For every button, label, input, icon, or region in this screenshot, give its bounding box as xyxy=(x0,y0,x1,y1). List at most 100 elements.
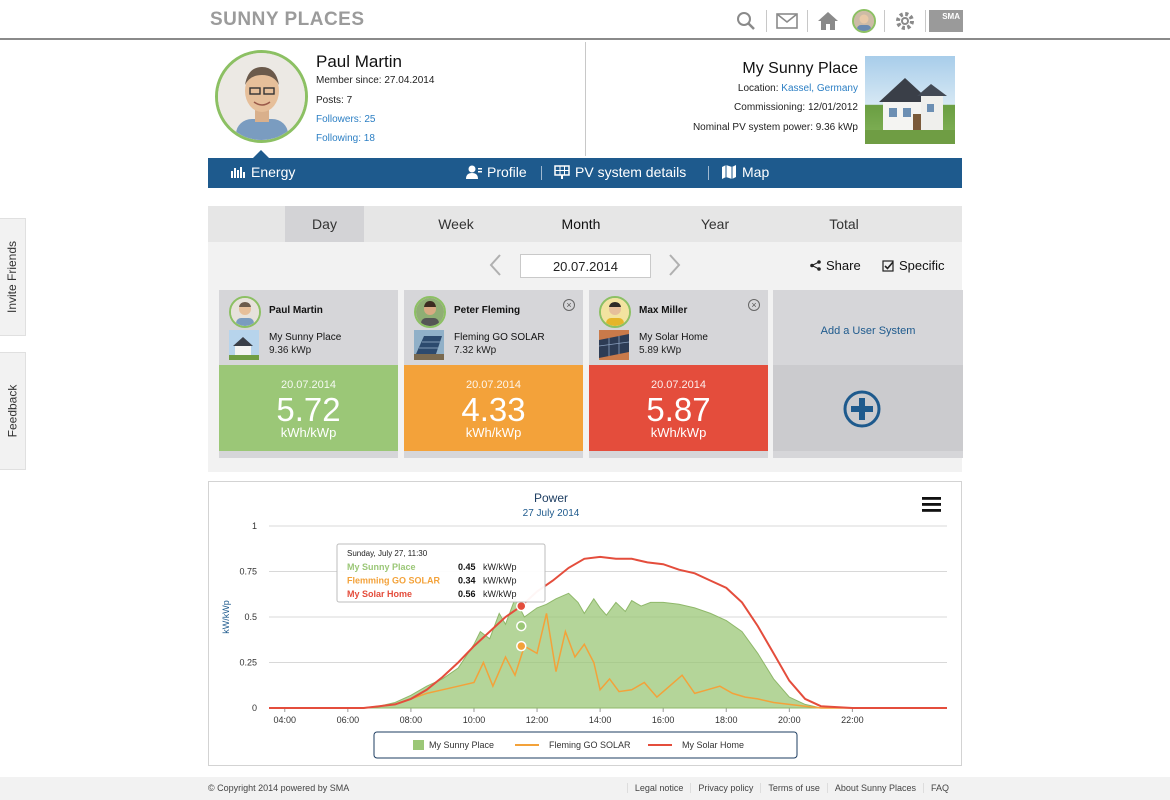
system-thumbnail xyxy=(229,330,259,360)
chevron-left-icon[interactable] xyxy=(488,253,502,283)
system-card[interactable]: Paul Martin My Sunny Place 9.36 kWp 20.0… xyxy=(219,290,398,458)
specific-button[interactable]: Specific xyxy=(882,258,945,273)
tab-total[interactable]: Total xyxy=(829,216,859,232)
app-logo[interactable]: SUNNY PLACES xyxy=(210,9,365,30)
card-unit: kWh/kWp xyxy=(650,425,707,440)
profile-nav-bar: Energy Profile PV system details Map xyxy=(208,158,962,188)
tooltip-unit: kW/kWp xyxy=(483,562,517,572)
y-axis-label: kW/kWp xyxy=(221,600,231,634)
card-value-panel: 20.07.2014 5.72 kWh/kWp xyxy=(219,365,398,451)
card-unit: kWh/kWp xyxy=(280,425,337,440)
tab-month[interactable]: Month xyxy=(561,216,601,232)
avatar xyxy=(852,9,876,33)
tooltip-series-name: Flemming GO SOLAR xyxy=(347,576,441,586)
card-date: 20.07.2014 xyxy=(280,379,337,391)
member-since: Member since: 27.04.2014 xyxy=(316,75,435,86)
card-value-panel: 20.07.2014 4.33 kWh/kWp xyxy=(404,365,583,451)
y-tick-label: 0.5 xyxy=(244,612,257,622)
avatar xyxy=(414,296,446,328)
footer-link-legal[interactable]: Legal notice xyxy=(626,783,691,793)
remove-card-button[interactable]: × xyxy=(748,299,760,311)
tab-profile[interactable]: Profile xyxy=(466,164,527,180)
series-line-my-solar-home xyxy=(269,555,947,709)
profile-divider xyxy=(585,42,586,156)
x-tick-label: 12:00 xyxy=(526,715,549,725)
tab-map-label: Map xyxy=(742,164,770,180)
chevron-right-icon[interactable] xyxy=(668,253,682,283)
card-value-panel: 20.07.2014 5.87 kWh/kWp xyxy=(589,365,768,451)
location-link[interactable]: Kassel, Germany xyxy=(781,83,858,94)
search-icon[interactable] xyxy=(728,8,764,34)
house-photo xyxy=(865,56,955,144)
chart-title: Power xyxy=(534,491,568,505)
avatar xyxy=(599,296,631,328)
location-label: Location: xyxy=(737,83,782,94)
tab-pv-system-details-label: PV system details xyxy=(575,164,687,180)
tab-day[interactable]: Day xyxy=(285,206,364,242)
footer-link-privacy[interactable]: Privacy policy xyxy=(690,783,760,793)
mail-icon[interactable] xyxy=(769,8,805,34)
home-icon[interactable] xyxy=(810,8,846,34)
card-system-power: 7.32 kWp xyxy=(454,345,497,356)
profile-avatar[interactable] xyxy=(215,50,308,143)
footer-copyright: © Copyright 2014 powered by SMA xyxy=(208,783,350,793)
following-link[interactable]: Following: 18 xyxy=(316,133,375,144)
legend-label[interactable]: Fleming GO SOLAR xyxy=(549,740,631,750)
place-nominal-power: Nominal PV system power: 9.36 kWp xyxy=(692,122,858,133)
remove-card-button[interactable]: × xyxy=(563,299,575,311)
power-chart-svg: Power 27 July 2014 0 0.25 0.5 0.75 1 04:00 06:… xyxy=(221,491,947,759)
gear-icon[interactable] xyxy=(887,8,923,34)
feedback-tab[interactable]: Feedback xyxy=(0,352,26,470)
card-system-power: 5.89 kWp xyxy=(639,345,682,356)
user-avatar-button[interactable] xyxy=(846,8,882,34)
followers-link[interactable]: Followers: 25 xyxy=(316,114,376,125)
nav-pointer xyxy=(253,150,269,158)
legend-label[interactable]: My Sunny Place xyxy=(429,740,494,750)
sma-logo[interactable]: SMA xyxy=(928,8,964,34)
y-tick-label: 0.75 xyxy=(239,567,257,577)
tooltip-series-name: My Solar Home xyxy=(347,589,412,599)
tooltip-header: Sunday, July 27, 11:30 xyxy=(347,549,428,558)
tab-year[interactable]: Year xyxy=(700,216,730,232)
system-card[interactable]: Max Miller × My Solar Home 5.89 kWp 20.0… xyxy=(589,290,768,458)
card-user-name: Max Miller xyxy=(639,305,688,316)
x-tick-label: 20:00 xyxy=(778,715,801,725)
x-tick-label: 14:00 xyxy=(589,715,612,725)
y-tick-label: 0.25 xyxy=(239,658,257,668)
tooltip-value: 0.45 xyxy=(458,562,476,572)
x-tick-label: 10:00 xyxy=(463,715,486,725)
add-user-system-card[interactable]: Add a User System xyxy=(773,290,963,458)
invite-friends-tab[interactable]: Invite Friends xyxy=(0,218,26,336)
tab-energy[interactable]: Energy xyxy=(230,164,295,180)
y-tick-label: 1 xyxy=(252,521,257,531)
tab-week[interactable]: Week xyxy=(438,216,474,232)
footer-link-about[interactable]: About Sunny Places xyxy=(826,783,923,793)
share-label: Share xyxy=(826,258,861,273)
series-area-my-sunny-place xyxy=(269,592,947,709)
footer-link-faq[interactable]: FAQ xyxy=(922,783,956,793)
system-thumbnail xyxy=(599,330,629,360)
hover-point xyxy=(516,640,527,652)
legend-label[interactable]: My Solar Home xyxy=(682,740,744,750)
date-picker[interactable]: 20.07.2014 xyxy=(520,254,651,278)
solar-panel-icon xyxy=(554,165,570,179)
share-button[interactable]: Share xyxy=(810,258,861,273)
period-tabs: Day Week Month Year Total xyxy=(208,206,962,242)
hover-point xyxy=(516,620,527,632)
place-commissioning: Commissioning: 12/01/2012 xyxy=(734,102,858,113)
tooltip-unit: kW/kWp xyxy=(483,576,517,586)
chart-menu-icon[interactable] xyxy=(922,497,941,512)
tab-pv-system-details[interactable]: PV system details xyxy=(554,164,686,180)
footer-link-terms[interactable]: Terms of use xyxy=(760,783,827,793)
add-circle-icon[interactable] xyxy=(842,389,882,429)
tab-map[interactable]: Map xyxy=(721,164,769,180)
x-tick-label: 18:00 xyxy=(715,715,738,725)
series-line-fleming-go-solar xyxy=(269,613,947,709)
map-icon xyxy=(722,165,736,179)
share-icon xyxy=(810,260,821,271)
invite-friends-label: Invite Friends xyxy=(5,240,20,314)
system-card[interactable]: Peter Fleming × Fleming GO SOLAR 7.32 kW… xyxy=(404,290,583,458)
card-value: 5.87 xyxy=(646,391,711,428)
legend-box xyxy=(373,731,798,759)
add-user-system-label[interactable]: Add a User System xyxy=(820,325,916,337)
